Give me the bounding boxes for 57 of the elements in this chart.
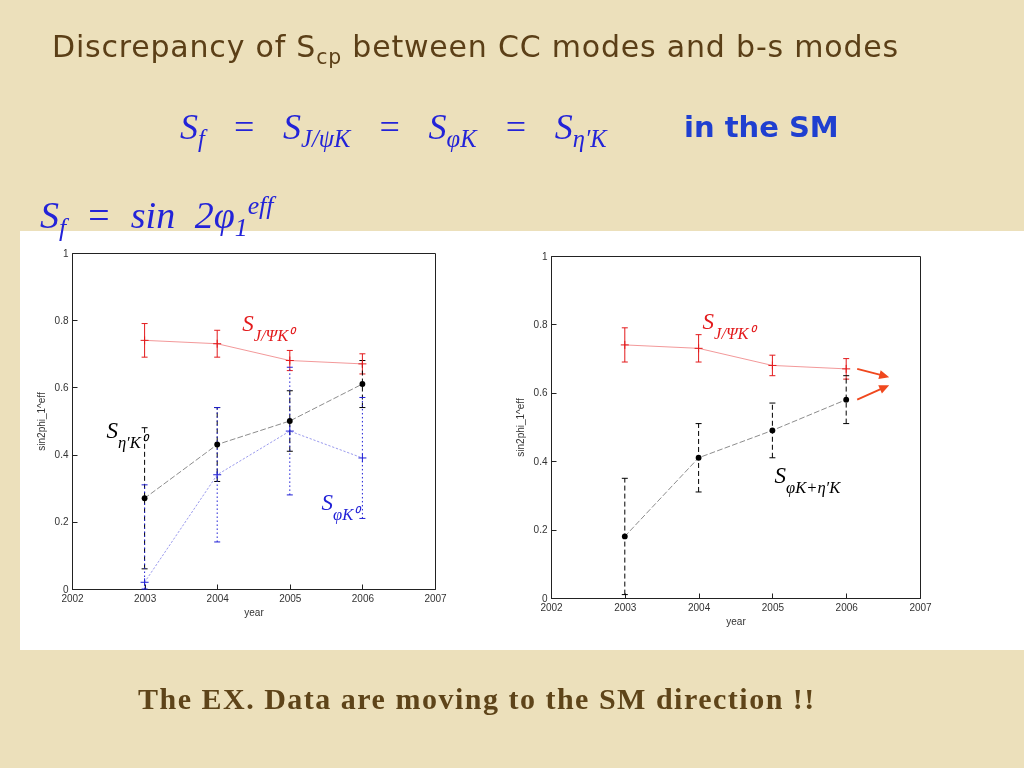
- point: [140, 335, 150, 345]
- y-tick-label: 0.6: [54, 381, 69, 393]
- point: [359, 381, 366, 387]
- point: [841, 364, 851, 374]
- point: [843, 396, 850, 403]
- x-tick-label: 2005: [279, 592, 302, 604]
- text: The EX. Data are moving to the SM direction !!: [138, 681, 816, 717]
- y-axis-title: sin2phi_1^eff: [514, 398, 526, 457]
- x-tick-label: 2002: [61, 592, 85, 604]
- point: [141, 495, 148, 502]
- y-tick-label: 0.4: [54, 449, 69, 461]
- y-tick-label: 1: [62, 247, 69, 259]
- point: [357, 359, 367, 369]
- x-axis-title: year: [244, 606, 265, 618]
- y-tick-label: 1: [541, 250, 548, 262]
- point: [620, 340, 630, 350]
- x-tick-label: 2007: [909, 601, 933, 613]
- x-tick-label: 2005: [761, 601, 785, 613]
- y-axis-title: sin2phi_1^eff: [35, 392, 47, 451]
- point: [285, 426, 295, 436]
- point: [767, 360, 777, 370]
- y-tick-label: 0.8: [54, 314, 69, 326]
- y-tick-label: 0.4: [533, 455, 548, 467]
- series-label: S$_{φK⁰}$: [321, 489, 363, 524]
- y-tick-label: 0: [541, 592, 548, 604]
- point: [212, 470, 222, 480]
- point: [212, 339, 222, 349]
- point: [357, 453, 367, 463]
- x-tick-label: 2003: [133, 592, 157, 604]
- x-tick-label: 2004: [206, 592, 230, 604]
- point: [286, 418, 293, 424]
- y-tick-label: 0.8: [533, 318, 548, 330]
- y-tick-label: 0.2: [533, 524, 548, 536]
- chart-title: Discrepancy of S$_{cp}$ between CC modes and b-s modes: [52, 29, 899, 70]
- point: [769, 427, 776, 434]
- series-label: S$_{η′K⁰}$: [106, 418, 150, 452]
- point: [140, 577, 150, 587]
- series-label: S$_{J/ΨK⁰}$: [242, 310, 298, 345]
- x-axis-title: year: [726, 615, 747, 627]
- series-label: S$_{J/ΨK⁰}$: [702, 309, 758, 343]
- point: [695, 454, 702, 461]
- point: [621, 533, 628, 540]
- x-tick-label: 2007: [424, 592, 448, 604]
- text: in the SM: [684, 110, 839, 145]
- x-tick-label: 2002: [540, 601, 564, 613]
- point: [694, 343, 704, 353]
- series-label: S$_{φK+η′K}$: [774, 463, 842, 497]
- y-tick-label: 0.6: [533, 387, 548, 399]
- point: [214, 441, 221, 448]
- y-tick-label: 0: [62, 583, 69, 595]
- x-tick-label: 2003: [614, 601, 637, 613]
- x-tick-label: 2006: [835, 601, 859, 613]
- x-tick-label: 2004: [687, 601, 711, 613]
- point: [285, 356, 295, 366]
- x-tick-label: 2006: [351, 592, 375, 604]
- chart-subtitle: S$_{f}$ = S$_{J/ψK}$ = S$_{φK}$ = S$_{η′K}$: [180, 106, 607, 154]
- y-tick-label: 0.2: [54, 516, 69, 528]
